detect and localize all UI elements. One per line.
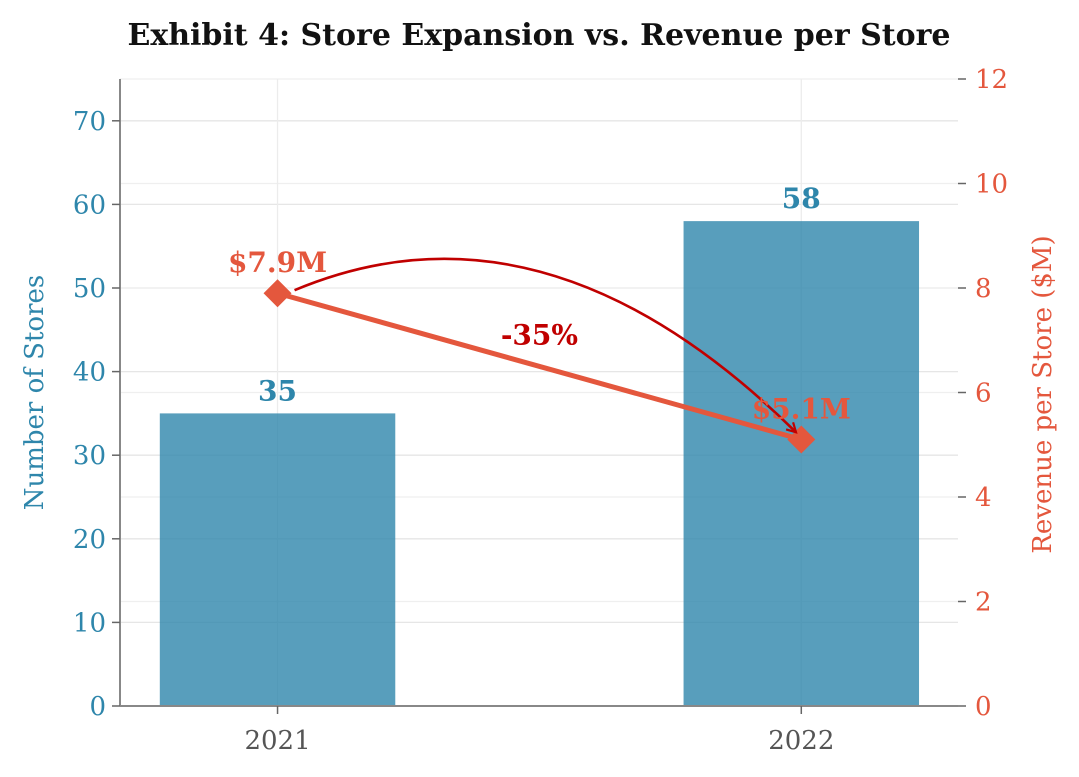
y-right-tick-label: 0 (975, 692, 992, 722)
y-left-tick-label: 20 (73, 525, 106, 555)
y-right-tick-label: 8 (975, 274, 992, 304)
revenue-value-label-2021: $7.9M (228, 246, 327, 279)
bar-2021 (159, 413, 396, 706)
bar-2022 (683, 221, 920, 706)
y-right-tick-label: 2 (975, 588, 992, 618)
y-axis-left-label: Number of Stores (20, 275, 50, 511)
y-axis-right-label: Revenue per Store ($M) (1028, 235, 1058, 553)
revenue-value-label-2022: $5.1M (752, 393, 851, 426)
y-left-tick-label: 50 (73, 274, 106, 304)
y-left-tick-label: 10 (73, 608, 106, 638)
bar-value-label-2022: 58 (782, 182, 821, 215)
labels: 35 58 $7.9M $5.1M -35% (228, 182, 851, 425)
line-series (263, 257, 816, 454)
chart-title: Exhibit 4: Store Expansion vs. Revenue p… (127, 18, 950, 53)
change-arrow (294, 257, 796, 432)
bar-value-label-2021: 35 (258, 374, 297, 407)
y-right-tick-label: 12 (975, 65, 1008, 95)
y-right-tick-label: 6 (975, 379, 992, 409)
y-left-tick-label: 60 (73, 190, 106, 220)
y-left-tick-label: 0 (89, 692, 106, 722)
revenue-marker-2021 (263, 279, 292, 308)
change-annotation: -35% (501, 318, 578, 351)
y-left-tick-label: 40 (73, 358, 106, 388)
y-right-tick-label: 4 (975, 483, 992, 513)
x-tick-label-2021: 2021 (244, 726, 310, 756)
y-left-tick-label: 30 (73, 441, 106, 471)
axes: 0 10 20 30 40 50 60 70 0 2 4 6 8 10 12 2021 2022 (73, 65, 1008, 756)
bars (159, 221, 920, 706)
y-left-tick-label: 70 (73, 107, 106, 137)
y-right-tick-label: 10 (975, 170, 1008, 200)
revenue-line (276, 290, 802, 442)
x-tick-label-2022: 2022 (768, 726, 834, 756)
